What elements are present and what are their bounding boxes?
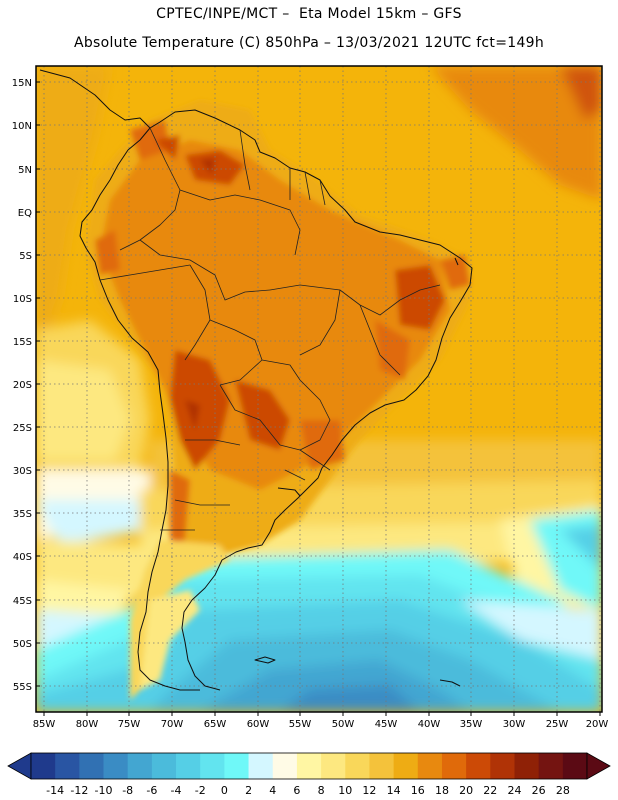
lon-label-55w: 55W	[289, 719, 312, 730]
colorbar-tick-label: -2	[195, 784, 206, 797]
colorbar-segment	[490, 753, 515, 779]
colorbar-tick-label: -10	[95, 784, 113, 797]
colorbar-tick-label: 2	[245, 784, 252, 797]
lat-label-15s: 15S	[13, 337, 32, 348]
coastline	[39, 69, 473, 691]
colorbar-segment	[176, 753, 201, 779]
colorbar-tick-label: 8	[318, 784, 325, 797]
colorbar-tick-label: 16	[411, 784, 425, 797]
colorbar-tick-label: -14	[46, 784, 64, 797]
colorbar-under-arrow	[7, 752, 32, 780]
lon-label-70w: 70W	[161, 719, 184, 730]
temperature-field	[36, 66, 602, 712]
lat-label-15n: 15N	[12, 78, 32, 89]
lat-label-5n: 5N	[18, 165, 32, 176]
lat-label-eq: EQ	[18, 208, 32, 219]
colorbar-tick-label: -6	[146, 784, 157, 797]
colorbar-segment	[296, 753, 322, 779]
colorbar-tick-label: 6	[293, 784, 300, 797]
colorbar-segment	[272, 753, 298, 779]
colorbar-tick-label: 12	[362, 784, 376, 797]
lat-label-50s: 50S	[13, 639, 32, 650]
colorbar-segment	[369, 753, 394, 779]
colorbar-tick-label: 20	[459, 784, 473, 797]
lat-label-10s: 10S	[13, 294, 32, 305]
colorbar-tick-label: 28	[556, 784, 570, 797]
colorbar-tick-label: -4	[171, 784, 182, 797]
colorbar-segment	[127, 753, 153, 779]
colorbar-tick-label: 18	[435, 784, 449, 797]
country-borders	[99, 127, 441, 531]
chart-title-line1: CPTEC/INPE/MCT – Eta Model 15km – GFS	[156, 6, 462, 22]
colorbar-over-arrow	[586, 752, 611, 780]
colorbar-segment	[248, 753, 274, 779]
colorbar-segment	[31, 753, 56, 779]
lon-label-80w: 80W	[76, 719, 99, 730]
lon-label-45w: 45W	[375, 719, 398, 730]
lon-label-50w: 50W	[332, 719, 355, 730]
colorbar-tick-label: 22	[483, 784, 497, 797]
lon-label-25w: 25W	[546, 719, 569, 730]
colorbar-segment	[538, 753, 564, 779]
lon-label-85w: 85W	[33, 719, 56, 730]
colorbar-segment	[345, 753, 370, 779]
lon-label-65w: 65W	[204, 719, 227, 730]
colorbar-segment	[417, 753, 443, 779]
colorbar-segment	[224, 753, 249, 779]
colorbar-tick-label: 14	[387, 784, 401, 797]
colorbar-segment	[151, 753, 177, 779]
colorbar-segment	[393, 753, 419, 779]
lon-label-60w: 60W	[247, 719, 270, 730]
lat-label-10n: 10N	[12, 121, 32, 132]
colorbar-segment	[441, 753, 467, 779]
longitude-labels: 85W 80W 75W 70W 65W 60W 55W 50W 45W 40W …	[33, 712, 609, 730]
latitude-labels: 15N 10N 5N EQ 5S 10S 15S 20S 25S 30S 35S…	[12, 78, 40, 693]
colorbar-segment	[562, 753, 588, 779]
colorbar-segment	[200, 753, 225, 779]
lat-label-45s: 45S	[13, 596, 32, 607]
colorbar-tick-label: -12	[70, 784, 88, 797]
map-frame	[35, 65, 603, 713]
lat-label-5s: 5S	[19, 251, 32, 262]
colorbar-tick-label: 24	[507, 784, 521, 797]
lat-label-30s: 30S	[13, 466, 32, 477]
lat-label-35s: 35S	[13, 509, 32, 520]
colorbar: -14 -12 -10 -8 -6 -4 -2 0 2 4 6 8 10 12 14 16 18 20 22 24 26…	[7, 752, 611, 797]
colorbar-segment	[514, 753, 540, 779]
chart-title-line2: Absolute Temperature (C) 850hPa – 13/03/…	[73, 35, 545, 51]
lon-label-35w: 35W	[460, 719, 483, 730]
colorbar-tick-label: 10	[338, 784, 352, 797]
colorbar-segments	[30, 752, 588, 780]
colorbar-tick-label: -8	[122, 784, 133, 797]
lon-label-30w: 30W	[503, 719, 526, 730]
lon-label-40w: 40W	[418, 719, 441, 730]
colorbar-segment	[103, 753, 129, 779]
lon-label-75w: 75W	[118, 719, 141, 730]
colorbar-segment	[321, 753, 346, 779]
lat-label-40s: 40S	[13, 552, 32, 563]
temperature-map: 15N 10N 5N EQ 5S 10S 15S 20S 25S 30S 35S…	[12, 65, 609, 730]
colorbar-segment	[79, 753, 104, 779]
lon-label-20w: 20W	[586, 719, 609, 730]
colorbar-tick-label: 26	[532, 784, 546, 797]
colorbar-labels: -14 -12 -10 -8 -6 -4 -2 0 2 4 6 8 10 12 14 16 18 20 22 24 26…	[46, 784, 570, 797]
lat-label-20s: 20S	[13, 380, 32, 391]
colorbar-tick-label: 4	[269, 784, 276, 797]
colorbar-tick-label: 0	[221, 784, 228, 797]
lat-label-25s: 25S	[13, 423, 32, 434]
colorbar-segment	[466, 753, 491, 779]
lat-label-55s: 55S	[13, 682, 32, 693]
colorbar-segment	[55, 753, 80, 779]
